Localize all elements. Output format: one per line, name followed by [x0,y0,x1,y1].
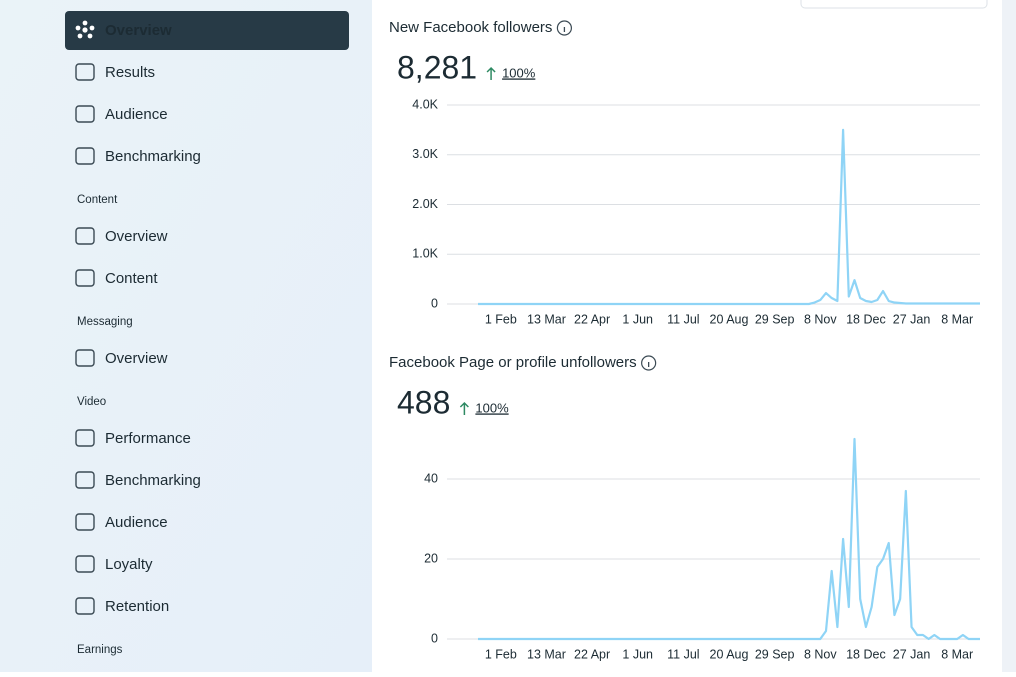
nav-label: Loyalty [105,556,153,573]
nav-label: Benchmarking [105,148,201,165]
info-icon[interactable] [641,355,657,371]
nav-icon [75,597,95,615]
icon-dot [82,20,88,26]
nav-item[interactable]: Results [75,63,155,81]
charts: New Facebook followers 8,281 100% 0 1.0K 2.0K… [389,19,980,661]
section-heading: Video [77,396,106,408]
x-tick-label: 22 Apr [574,647,610,661]
x-tick-label: 1 Jun [622,647,653,661]
nav-item[interactable]: Content [75,269,158,287]
x-tick-label: 13 Mar [527,312,566,326]
nav-item[interactable]: Loyalty [75,555,153,573]
date-picker[interactable] [800,0,988,9]
icon-dot [75,25,81,31]
icon-dot [89,25,95,31]
nav-item[interactable]: Overview [75,227,168,245]
nav-label: Audience [105,106,168,123]
sidebar [0,0,372,672]
navigation: Overview Results Audience Benchmarking Conte… [65,11,349,656]
nav-item[interactable]: Benchmarking [75,147,201,165]
y-tick-label: 3.0K [412,147,438,161]
active-highlight [65,11,349,50]
x-tick-label: 22 Apr [574,312,610,326]
nav-label: Performance [105,430,191,447]
nav-icon [75,429,95,447]
y-tick-label: 0 [431,296,438,310]
data-line [478,437,980,641]
y-tick-label: 20 [424,551,438,565]
section-heading: Earnings [77,644,123,656]
data-line [478,128,980,306]
chart-title: New Facebook followers [389,19,552,36]
nav-label: Content [105,270,158,287]
nav-item[interactable]: Performance [75,429,191,447]
y-tick-label: 40 [424,471,438,485]
section-heading: Content [77,194,118,206]
x-tick-label: 29 Sep [755,647,795,661]
icon-dot [77,33,83,39]
nav-item[interactable]: Audience [75,513,168,531]
section-heading: Messaging [77,316,133,328]
x-tick-label: 1 Jun [622,312,653,326]
up-arrow [459,401,469,415]
nav-icon [75,349,95,367]
icon-dot [82,27,88,33]
x-tick-label: 13 Mar [527,647,566,661]
x-tick-label: 1 Feb [485,312,517,326]
chart-title: Facebook Page or profile unfollowers [389,354,637,371]
nav-icon [75,269,95,287]
x-tick-label: 11 Jul [667,647,699,661]
chart-card: Facebook Page or profile unfollowers 488 1… [389,354,980,661]
y-tick-label: 0 [431,631,438,645]
x-tick-label: 20 Aug [710,312,749,326]
x-tick-label: 27 Jan [893,647,931,661]
nav-icon [75,471,95,489]
nav-icon [75,555,95,573]
nav-label: Retention [105,598,169,615]
nav-label: Benchmarking [105,472,201,489]
y-tick-label: 1.0K [412,247,438,261]
x-tick-label: 8 Mar [941,647,973,661]
total-value: 8,281 [397,49,477,85]
x-tick-label: 20 Aug [710,647,749,661]
nav-icon [75,513,95,531]
nav-label: Audience [105,514,168,531]
total-value: 488 [397,384,450,420]
nav-item[interactable]: Audience [75,105,168,123]
change-value: 100% [475,400,509,415]
icon-dot [87,33,93,39]
x-tick-label: 27 Jan [893,312,931,326]
nav-icon [75,105,95,123]
nav-label: Overview [105,228,168,245]
nav-icon [75,227,95,245]
nav-item[interactable]: Benchmarking [75,471,201,489]
chart-card: New Facebook followers 8,281 100% 0 1.0K 2.0K… [389,19,980,326]
x-tick-label: 8 Nov [804,647,837,661]
y-tick-label: 4.0K [412,97,438,111]
x-tick-label: 11 Jul [667,312,699,326]
nav-label: Overview [105,350,168,367]
x-tick-label: 29 Sep [755,312,795,326]
nav-item[interactable]: Overview [65,11,349,50]
nav-icon [75,147,95,165]
x-tick-label: 8 Mar [941,312,973,326]
x-tick-label: 18 Dec [846,647,886,661]
nav-icon [75,63,95,81]
up-arrow [486,66,496,80]
main-panel [372,0,1002,672]
y-tick-label: 2.0K [412,197,438,211]
nav-label: Results [105,64,155,81]
nav-label: Overview [105,22,172,39]
change-value: 100% [502,65,536,80]
info-icon[interactable] [556,20,573,36]
x-tick-label: 8 Nov [804,312,837,326]
nav-item[interactable]: Retention [75,597,169,615]
x-tick-label: 1 Feb [485,647,517,661]
x-tick-label: 18 Dec [846,312,886,326]
nav-item[interactable]: Overview [75,349,168,367]
